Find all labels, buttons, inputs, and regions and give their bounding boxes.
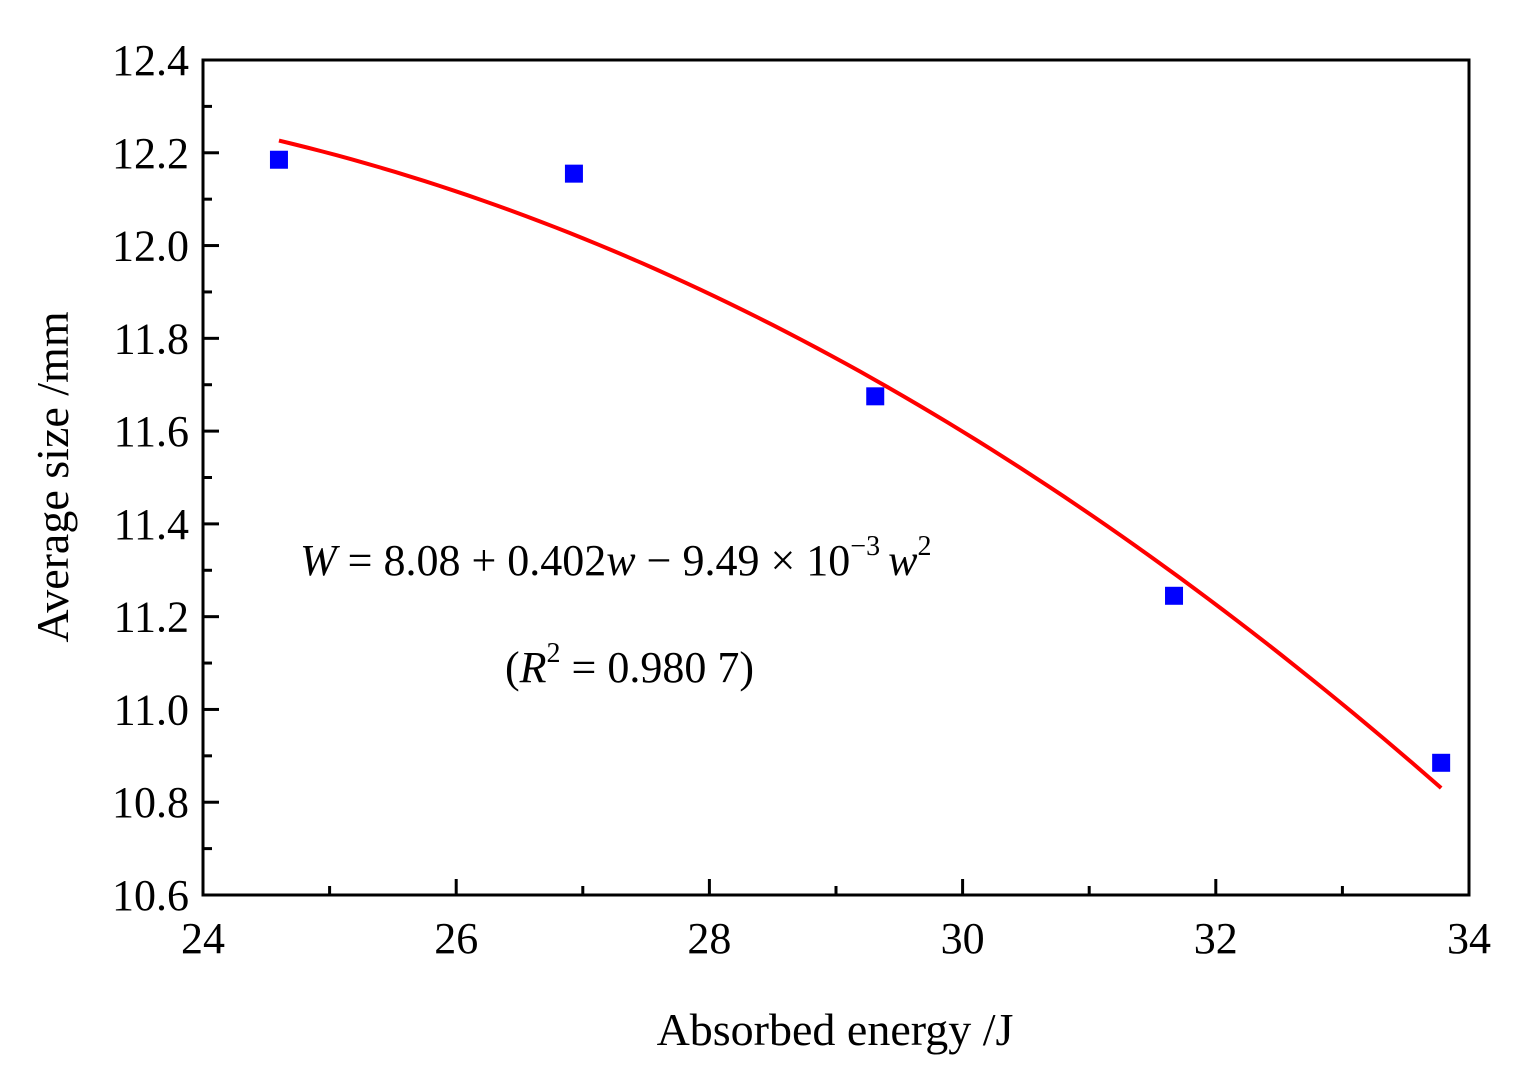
- y-tick-label: 11.2: [114, 593, 189, 642]
- r2-exponent: 2: [547, 638, 561, 669]
- axes: 24 26 28 30 32 34 10.6 10.8 11.0 11.2 11.4 11.6 11.8…: [112, 36, 1491, 963]
- y-tick-label: 11.0: [114, 685, 189, 734]
- x-tick-label: 26: [434, 914, 478, 963]
- y-tick-label: 12.2: [112, 129, 189, 178]
- fit-equation: W = 8.08 + 0.402w − 9.49 × 10−3 w2: [300, 531, 931, 585]
- x-tick-label: 32: [1194, 914, 1238, 963]
- y-tick-label: 11.6: [114, 407, 189, 456]
- x-axis-title: Absorbed energy /J: [657, 1004, 1014, 1055]
- series-layer: [269, 138, 1451, 790]
- r2-rest: = 0.980 7): [561, 643, 754, 692]
- y-tick-label: 12.4: [112, 36, 189, 85]
- x-tick-label: 30: [941, 914, 985, 963]
- y-tick-label: 10.6: [112, 871, 189, 920]
- fit-curve: [278, 138, 1443, 790]
- data-point: [564, 164, 583, 183]
- eq-var-W: W: [300, 536, 340, 585]
- y-tick-label: 11.8: [114, 314, 189, 363]
- y-axis-title: Average size /mm: [27, 311, 78, 642]
- eq-part-2: − 9.49 × 10: [636, 536, 851, 585]
- eq-var-w2: w: [888, 536, 918, 585]
- eq-part-1: = 8.08 + 0.402: [337, 536, 607, 585]
- eq-var-w: w: [606, 536, 636, 585]
- eq-exponent-1: −3: [850, 531, 880, 562]
- r2-open: (: [505, 643, 520, 692]
- r-squared-label: (R2 = 0.980 7): [505, 638, 754, 692]
- y-tick-label: 12.0: [112, 222, 189, 271]
- data-point: [1432, 753, 1451, 772]
- data-point: [269, 150, 288, 169]
- plot-frame: [201, 58, 1471, 897]
- y-tick-label: 10.8: [112, 778, 189, 827]
- data-point: [866, 387, 885, 406]
- x-tick-label: 34: [1447, 914, 1491, 963]
- r2-var-R: R: [519, 643, 547, 692]
- x-tick-label: 28: [687, 914, 731, 963]
- eq-exponent-2: 2: [917, 531, 931, 562]
- y-tick-label: 11.4: [114, 500, 189, 549]
- data-point: [1165, 586, 1184, 605]
- x-tick-label: 24: [181, 914, 225, 963]
